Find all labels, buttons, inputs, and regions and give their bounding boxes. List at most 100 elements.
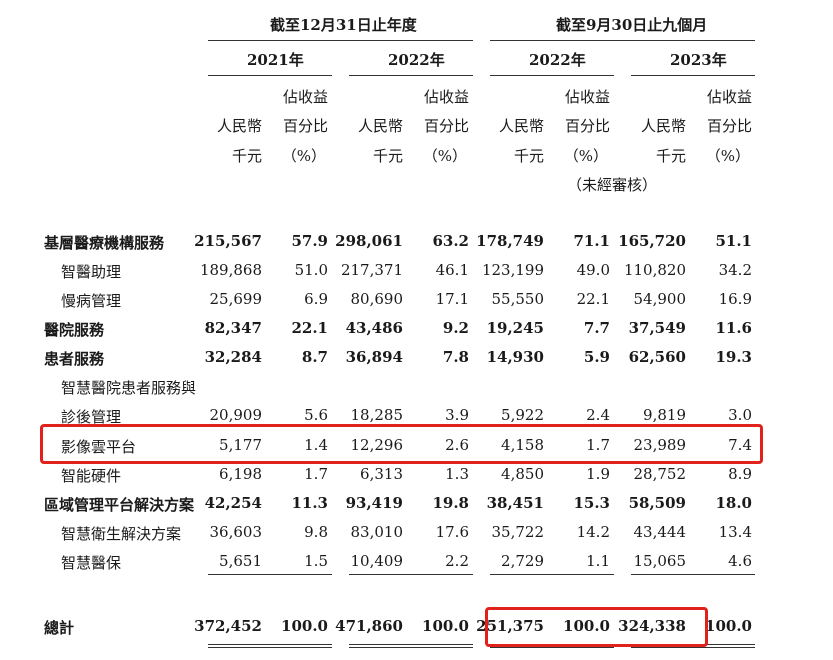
subtotal-rule	[208, 574, 332, 575]
total-percent: 100.0	[705, 617, 752, 635]
row-label: 診後管理	[61, 408, 122, 426]
cell-amount: 20,909	[209, 406, 263, 424]
unaudited-note: （未經審核）	[567, 176, 658, 194]
cell-percent: 19.8	[432, 494, 469, 512]
cell-amount: 217,371	[340, 261, 403, 279]
highlight-box-imaging-cloud-row	[40, 424, 763, 464]
cell-amount: 54,900	[633, 290, 687, 308]
cell-amount: 15,065	[633, 552, 687, 570]
cell-amount: 37,549	[628, 319, 686, 337]
cell-percent: 2.6	[445, 436, 469, 454]
cell-amount: 62,560	[628, 348, 686, 366]
cell-amount: 298,061	[335, 232, 403, 250]
col-header-pct: 百分比	[282, 117, 328, 135]
row-label: 智能硬件	[61, 467, 122, 485]
group-rule-nine-months	[490, 40, 755, 41]
cell-percent: 34.2	[718, 261, 752, 279]
cell-amount: 14,930	[486, 348, 544, 366]
year-rule	[631, 75, 755, 76]
total-percent: 100.0	[422, 617, 469, 635]
year-header-2022-nine-months: 2022年	[529, 51, 586, 69]
total-rule	[208, 644, 332, 645]
cell-percent: 6.9	[304, 290, 328, 308]
cell-percent: 15.3	[573, 494, 610, 512]
cell-amount: 38,451	[486, 494, 544, 512]
cell-percent: 46.1	[435, 261, 469, 279]
col-header-rmb: 人民幣	[357, 117, 403, 135]
cell-amount: 5,651	[219, 552, 262, 570]
col-header-pct-label: 佔收益	[564, 88, 610, 106]
cell-amount: 9,819	[643, 406, 686, 424]
cell-percent: 9.2	[442, 319, 469, 337]
cell-percent: 3.9	[445, 406, 469, 424]
total-percent: 100.0	[563, 617, 610, 635]
cell-amount: 2,729	[501, 552, 544, 570]
cell-amount: 12,296	[350, 436, 404, 454]
cell-amount: 110,820	[623, 261, 686, 279]
col-header-rmb-unit: 千元	[231, 147, 262, 165]
col-header-pct-unit: （%）	[422, 147, 467, 165]
total-label: 總計	[44, 619, 75, 637]
cell-amount: 165,720	[618, 232, 686, 250]
cell-amount: 18,285	[350, 406, 404, 424]
cell-percent: 22.1	[291, 319, 328, 337]
cell-percent: 4.6	[728, 552, 752, 570]
cell-percent: 18.0	[715, 494, 752, 512]
cell-percent: 8.9	[728, 465, 752, 483]
cell-amount: 215,567	[194, 232, 262, 250]
cell-amount: 28,752	[633, 465, 687, 483]
cell-amount: 6,313	[360, 465, 403, 483]
col-header-rmb-unit: 千元	[372, 147, 403, 165]
cell-percent: 16.9	[718, 290, 752, 308]
cell-percent: 17.6	[435, 523, 469, 541]
cell-percent: 1.5	[304, 552, 328, 570]
total-amount: 324,338	[618, 617, 686, 635]
year-rule	[208, 75, 332, 76]
year-header-2022: 2022年	[388, 51, 445, 69]
col-header-pct: 百分比	[706, 117, 752, 135]
cell-amount: 35,722	[491, 523, 545, 541]
cell-amount: 5,922	[501, 406, 544, 424]
total-amount: 471,860	[335, 617, 403, 635]
cell-percent: 63.2	[432, 232, 469, 250]
cell-percent: 1.3	[445, 465, 469, 483]
cell-percent: 1.7	[586, 436, 610, 454]
col-header-pct-unit: （%）	[705, 147, 750, 165]
cell-amount: 19,245	[486, 319, 544, 337]
cell-amount: 36,894	[345, 348, 403, 366]
subtotal-rule	[349, 574, 473, 575]
cell-percent: 71.1	[573, 232, 610, 250]
row-label: 智醫助理	[61, 263, 122, 281]
cell-percent: 9.8	[304, 523, 328, 541]
row-label: 基層醫療機構服務	[44, 234, 165, 252]
cell-percent: 7.8	[442, 348, 469, 366]
highlight-box-nine-month-totals	[485, 607, 708, 647]
cell-percent: 7.4	[728, 436, 752, 454]
cell-amount: 4,850	[501, 465, 544, 483]
cell-percent: 11.6	[715, 319, 752, 337]
group-header-nine-months: 截至9月30日止九個月	[556, 16, 708, 34]
cell-percent: 57.9	[291, 232, 328, 250]
year-rule	[490, 75, 614, 76]
year-header-2023: 2023年	[670, 51, 727, 69]
row-label: 影像雲平台	[61, 438, 137, 456]
col-header-rmb: 人民幣	[216, 117, 262, 135]
total-amount: 251,375	[476, 617, 544, 635]
cell-amount: 43,486	[345, 319, 403, 337]
year-header-2021: 2021年	[247, 51, 304, 69]
total-rule	[631, 647, 755, 648]
cell-amount: 36,603	[209, 523, 263, 541]
year-rule	[349, 75, 473, 76]
total-amount: 372,452	[194, 617, 262, 635]
cell-percent: 8.7	[301, 348, 328, 366]
cell-amount: 5,177	[219, 436, 262, 454]
row-label: 區域管理平台解決方案	[44, 496, 195, 514]
cell-amount: 123,199	[481, 261, 544, 279]
row-label: 智慧醫院患者服務與	[61, 379, 197, 397]
row-label: 智慧醫保	[61, 554, 122, 572]
cell-percent: 1.7	[304, 465, 328, 483]
cell-percent: 22.1	[576, 290, 610, 308]
total-percent: 100.0	[281, 617, 328, 635]
cell-amount: 80,690	[350, 290, 404, 308]
cell-amount: 6,198	[219, 465, 262, 483]
